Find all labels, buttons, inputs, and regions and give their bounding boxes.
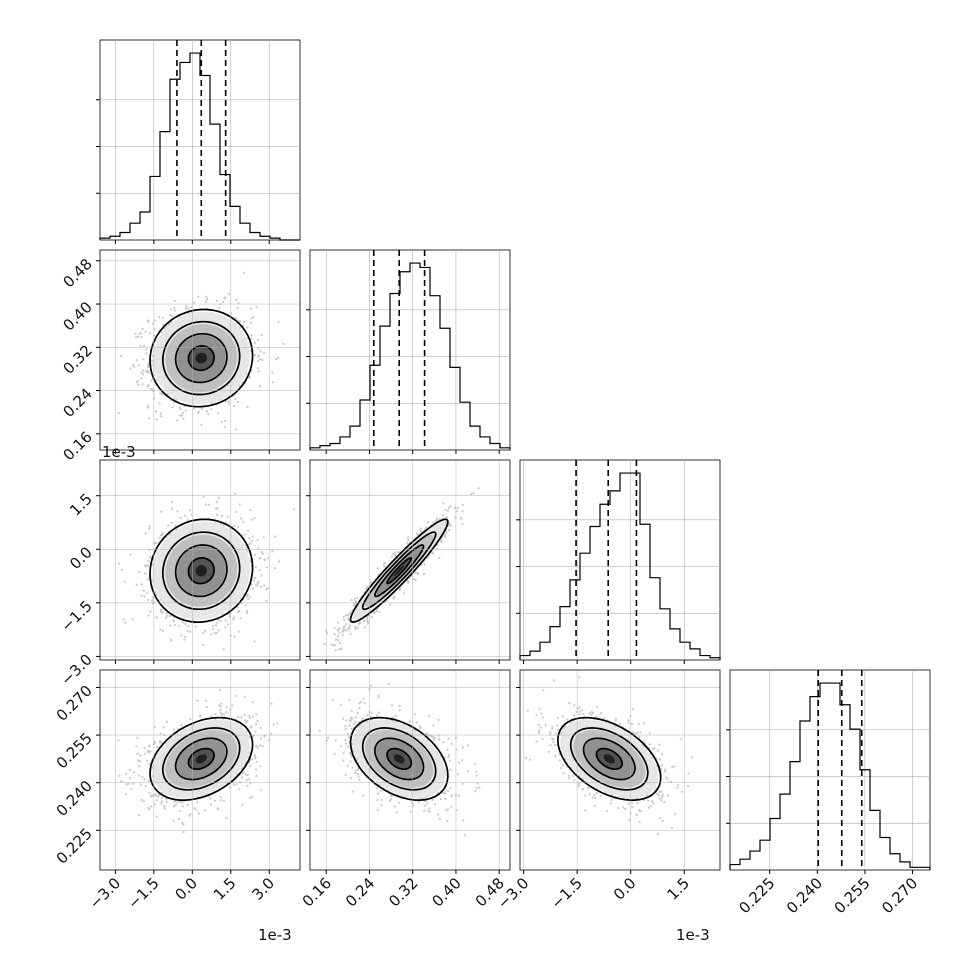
x-axis-3: 0.225 0.240 0.255 0.270: [735, 874, 921, 917]
hist-step: [99, 52, 300, 241]
y-tick-label: 0.16: [59, 428, 95, 464]
contour-line: [149, 716, 254, 801]
scatter-panel-3-1: [306, 669, 511, 874]
hist-panel-3: [726, 669, 931, 874]
x-tick-label: −1.5: [124, 874, 162, 912]
x-tick-label: 0.16: [299, 874, 335, 910]
hist-panel-0: [96, 39, 301, 244]
contour-line: [161, 320, 241, 396]
hist-step: [309, 262, 511, 450]
hist-step: [519, 472, 721, 660]
hist-panel-2: [516, 459, 721, 664]
y-tick-label: 0.32: [59, 341, 95, 377]
contour-line: [187, 557, 215, 585]
panel-frame: [309, 249, 511, 451]
y-tick-label: 1.5: [66, 490, 96, 520]
x-tick-label: −1.5: [547, 874, 585, 912]
panel-frame: [729, 669, 931, 871]
contour-line: [187, 747, 215, 771]
density-level: [195, 754, 207, 764]
contour-line: [361, 531, 437, 611]
density-level: [393, 565, 405, 577]
x-tick-label: 0.40: [428, 874, 464, 910]
x-tick-label: −3.0: [86, 874, 124, 912]
y-tick-label: 0.225: [53, 824, 96, 867]
y-tick-label: 0.270: [53, 682, 96, 725]
x-tick-label: 0.32: [385, 874, 421, 910]
contour-line: [149, 308, 254, 408]
y-tick-label: 0.24: [59, 385, 95, 421]
x-axis-1: 0.16 0.24 0.32 0.40 0.48: [299, 874, 508, 910]
x-axis-0: −3.0 −1.5 0.0 1.5 3.0: [86, 874, 278, 912]
contour-line: [349, 518, 449, 623]
scatter-panel-3-2: [516, 669, 721, 874]
contour-line: [174, 332, 228, 384]
panel-frame: [99, 669, 301, 871]
x-tick-label: 3.0: [248, 874, 278, 904]
panel-frame: [99, 459, 301, 661]
scatter-panel-2-1: [306, 459, 511, 664]
x-tick-label: 1.5: [210, 874, 240, 904]
contour-line: [361, 727, 437, 791]
y-tick-label: 0.255: [53, 729, 96, 772]
hist-step: [729, 682, 931, 870]
y-tick-label: 0.0: [66, 543, 96, 573]
scatter-panel-1-0: 0.16 0.24 0.32 0.40 0.48: [59, 249, 301, 464]
offset-text-x2: 1e-3: [676, 926, 710, 944]
density-level: [195, 565, 207, 577]
offset-text-y: 1e-3: [102, 443, 136, 461]
panel-frame: [309, 459, 511, 661]
contour-line: [569, 727, 649, 791]
x-tick-label: 0.0: [172, 874, 202, 904]
x-tick-label: 0.0: [610, 874, 640, 904]
contour-line: [557, 716, 662, 801]
x-tick-label: 0.255: [831, 874, 874, 917]
x-tick-label: 0.240: [783, 874, 826, 917]
density-level: [195, 352, 207, 364]
y-tick-label: 0.48: [59, 255, 95, 291]
density-level: [393, 754, 405, 764]
density-level: [603, 754, 615, 764]
y-tick-label: −3.0: [57, 651, 95, 689]
x-tick-label: 0.270: [878, 874, 921, 917]
hist-panel-1: [306, 249, 511, 454]
x-tick-label: 1.5: [664, 874, 694, 904]
contour-line: [174, 544, 228, 598]
contour-line: [161, 727, 241, 791]
contour-line: [349, 716, 449, 802]
panel-frame: [99, 249, 301, 451]
panel-frame: [519, 669, 721, 871]
x-axis-2: −3.0 −1.5 0.0 1.5: [494, 874, 693, 912]
contour-line: [386, 747, 413, 771]
x-tick-label: 0.225: [735, 874, 778, 917]
contour-line: [149, 518, 254, 623]
contour-line: [374, 544, 425, 598]
panel-frame: [309, 669, 511, 871]
contour-line: [386, 557, 413, 585]
y-tick-label: 0.240: [53, 777, 96, 820]
y-tick-label: −1.5: [57, 597, 95, 635]
y-tick-label: 0.40: [59, 298, 95, 334]
contour-line: [374, 737, 425, 781]
x-tick-label: 0.24: [342, 874, 378, 910]
contour-line: [174, 737, 228, 781]
offset-text-x0: 1e-3: [258, 926, 292, 944]
scatter-panel-2-0: −3.0 −1.5 0.0 1.5: [57, 459, 301, 689]
contour-line: [582, 737, 636, 781]
contour-line: [595, 747, 623, 771]
